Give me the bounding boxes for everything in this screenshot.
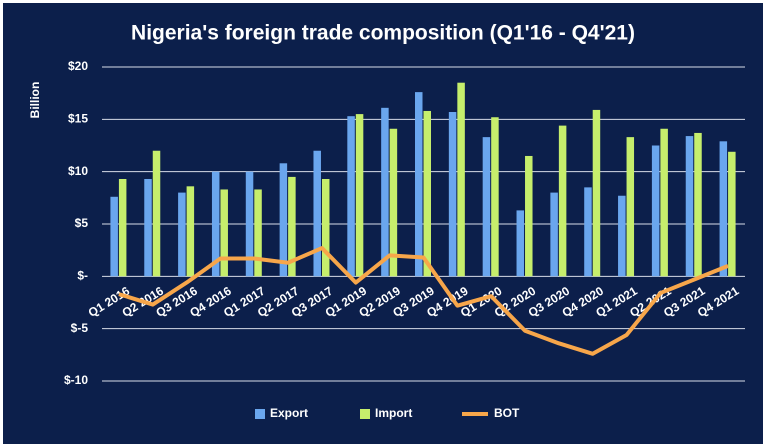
bar bbox=[457, 82, 465, 277]
bar bbox=[423, 110, 431, 277]
bar bbox=[211, 171, 220, 277]
bar bbox=[110, 196, 118, 277]
legend-label: Import bbox=[375, 406, 412, 420]
bar bbox=[584, 187, 592, 277]
bar bbox=[220, 189, 228, 277]
bar bbox=[144, 178, 152, 277]
legend-label: BOT bbox=[494, 406, 520, 420]
bar bbox=[694, 132, 702, 277]
y-tick-label: $-10 bbox=[64, 373, 88, 387]
bar bbox=[558, 125, 567, 277]
bar bbox=[626, 137, 635, 277]
bar bbox=[685, 136, 694, 277]
bar bbox=[321, 178, 330, 277]
legend-swatch bbox=[360, 409, 370, 419]
legend-swatch bbox=[255, 409, 265, 419]
bar bbox=[347, 116, 355, 277]
y-tick-label: $-5 bbox=[71, 321, 89, 335]
bar bbox=[719, 141, 728, 277]
bar bbox=[482, 137, 491, 277]
y-tick-label: $- bbox=[77, 269, 88, 283]
legend-label: Export bbox=[270, 406, 308, 420]
bar bbox=[651, 145, 660, 277]
bar bbox=[728, 151, 736, 277]
bar bbox=[618, 195, 626, 277]
bar bbox=[355, 114, 364, 277]
bar bbox=[152, 150, 161, 277]
bar bbox=[279, 163, 288, 277]
y-tick-label: $20 bbox=[68, 59, 88, 73]
y-axis-title: Billion bbox=[28, 82, 42, 119]
y-tick-label: $10 bbox=[68, 164, 88, 178]
bar bbox=[516, 210, 525, 277]
bar bbox=[313, 150, 321, 277]
bar bbox=[448, 112, 457, 277]
bot-line bbox=[118, 246, 729, 356]
bar bbox=[389, 128, 398, 277]
bar bbox=[254, 189, 262, 277]
bar bbox=[118, 178, 127, 277]
bar bbox=[550, 192, 558, 277]
bar bbox=[525, 155, 533, 277]
bar bbox=[245, 171, 254, 277]
bar bbox=[186, 186, 195, 277]
bar bbox=[178, 192, 186, 277]
chart-title: Nigeria's foreign trade composition (Q1'… bbox=[131, 22, 635, 45]
bar bbox=[288, 176, 296, 277]
y-tick-label: $5 bbox=[75, 216, 89, 230]
bar bbox=[381, 107, 389, 277]
bar bbox=[415, 92, 423, 277]
bar bbox=[660, 128, 668, 277]
y-tick-label: $15 bbox=[68, 112, 88, 126]
bar bbox=[491, 117, 499, 277]
bar bbox=[592, 109, 601, 277]
